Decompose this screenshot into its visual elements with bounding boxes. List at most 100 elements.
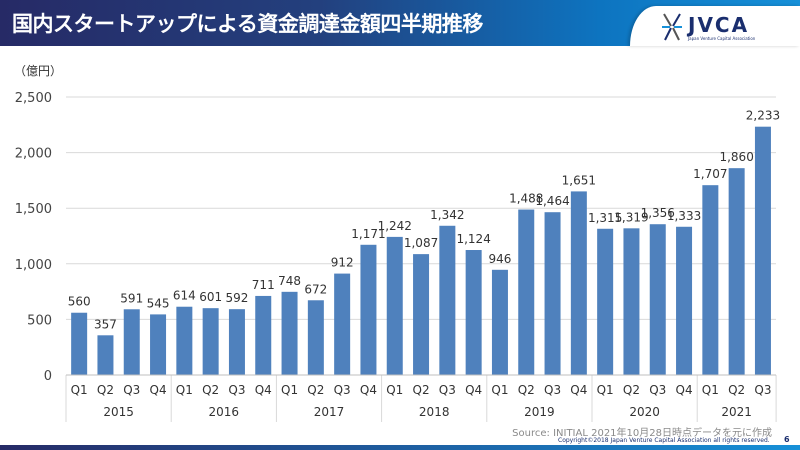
bar xyxy=(754,126,771,375)
bar xyxy=(123,309,140,375)
bar xyxy=(176,306,193,375)
bar xyxy=(228,309,245,375)
x-tick-label: Q3 xyxy=(754,383,771,397)
bar xyxy=(307,300,324,375)
logo-area xyxy=(630,6,800,46)
copyright: Copyright©2018 Japan Venture Capital Ass… xyxy=(558,437,770,444)
bar xyxy=(465,250,482,375)
bar xyxy=(71,312,88,375)
page-title: 国内スタートアップによる資金調達金額四半期推移 xyxy=(12,12,483,36)
data-label: 1,651 xyxy=(562,173,596,187)
x-tick-label: Q4 xyxy=(360,383,377,397)
x-tick-label: Q2 xyxy=(728,383,745,397)
data-label: 601 xyxy=(199,290,222,304)
x-tick-label: Q2 xyxy=(413,383,430,397)
data-label: 1,315 xyxy=(588,211,622,225)
logo-subtitle: Japan Venture Capital Association xyxy=(688,36,756,41)
bar xyxy=(386,236,403,375)
data-label: 1,707 xyxy=(693,167,727,181)
bar xyxy=(649,224,666,375)
data-label: 591 xyxy=(120,291,143,305)
bar xyxy=(623,228,640,375)
x-tick-label: Q2 xyxy=(623,383,640,397)
y-tick-label: 2,000 xyxy=(15,147,52,162)
bar xyxy=(570,191,587,375)
bar xyxy=(97,335,114,375)
year-label: 2015 xyxy=(103,405,134,419)
bar xyxy=(544,212,561,375)
bar xyxy=(202,308,219,375)
source-note: Source: INITIAL 2021年10月28日時点データを元に作成 xyxy=(512,428,772,439)
bar xyxy=(281,291,298,375)
bar xyxy=(150,314,167,375)
data-label: 2,233 xyxy=(746,109,780,123)
data-label: 748 xyxy=(278,274,301,288)
jvca-logo-icon xyxy=(662,13,682,41)
x-tick-label: Q3 xyxy=(544,383,561,397)
footer-bar xyxy=(0,445,800,450)
x-tick-label: Q2 xyxy=(202,383,219,397)
data-label: 1,464 xyxy=(535,194,569,208)
x-tick-label: Q4 xyxy=(255,383,272,397)
data-label: 1,242 xyxy=(378,219,412,233)
bar xyxy=(413,254,430,375)
y-tick-label: 2,500 xyxy=(15,91,52,106)
logo-text: JVCA xyxy=(688,13,750,37)
y-tick-label: 1,500 xyxy=(15,202,52,217)
data-label: 560 xyxy=(68,295,91,309)
x-tick-label: Q4 xyxy=(465,383,482,397)
x-tick-label: Q1 xyxy=(281,383,298,397)
data-label: 1,319 xyxy=(614,210,648,224)
bar xyxy=(360,244,377,375)
data-label: 1,333 xyxy=(667,209,701,223)
x-tick-label: Q4 xyxy=(150,383,167,397)
x-tick-label: Q2 xyxy=(518,383,535,397)
bar xyxy=(702,185,719,375)
data-label: 946 xyxy=(488,252,511,266)
x-tick-label: Q1 xyxy=(386,383,403,397)
data-label: 1,171 xyxy=(351,227,385,241)
x-tick-label: Q3 xyxy=(334,383,351,397)
bar xyxy=(728,168,745,375)
data-label: 1,342 xyxy=(430,208,464,222)
y-axis-unit: （億円） xyxy=(14,64,63,78)
bar xyxy=(491,269,508,375)
year-label: 2016 xyxy=(209,405,240,419)
bar xyxy=(597,228,614,375)
year-label: 2020 xyxy=(629,405,660,419)
data-label: 1,860 xyxy=(719,150,753,164)
x-tick-label: Q3 xyxy=(228,383,245,397)
data-label: 711 xyxy=(252,278,275,292)
x-tick-label: Q2 xyxy=(307,383,324,397)
page-number: 6 xyxy=(784,435,790,444)
data-label: 912 xyxy=(331,256,354,270)
data-label: 357 xyxy=(94,317,117,331)
x-tick-label: Q1 xyxy=(176,383,193,397)
x-tick-label: Q4 xyxy=(676,383,693,397)
data-label: 1,087 xyxy=(404,236,438,250)
year-label: 2021 xyxy=(721,405,752,419)
bar xyxy=(518,209,535,375)
data-label: 1,488 xyxy=(509,192,543,206)
x-tick-label: Q1 xyxy=(491,383,508,397)
x-tick-label: Q1 xyxy=(597,383,614,397)
y-tick-label: 500 xyxy=(27,313,52,328)
year-label: 2019 xyxy=(524,405,555,419)
x-tick-label: Q3 xyxy=(649,383,666,397)
x-tick-label: Q1 xyxy=(71,383,88,397)
bar xyxy=(334,273,351,375)
x-tick-label: Q3 xyxy=(439,383,456,397)
data-label: 592 xyxy=(225,291,248,305)
year-label: 2017 xyxy=(314,405,345,419)
data-label: 1,356 xyxy=(641,206,675,220)
y-tick-label: 1,000 xyxy=(15,258,52,273)
bar xyxy=(255,295,272,375)
x-tick-label: Q1 xyxy=(702,383,719,397)
year-label: 2018 xyxy=(419,405,450,419)
x-tick-label: Q4 xyxy=(570,383,587,397)
x-tick-label: Q3 xyxy=(123,383,140,397)
data-label: 672 xyxy=(304,282,327,296)
bar xyxy=(676,226,693,375)
data-label: 614 xyxy=(173,289,196,303)
